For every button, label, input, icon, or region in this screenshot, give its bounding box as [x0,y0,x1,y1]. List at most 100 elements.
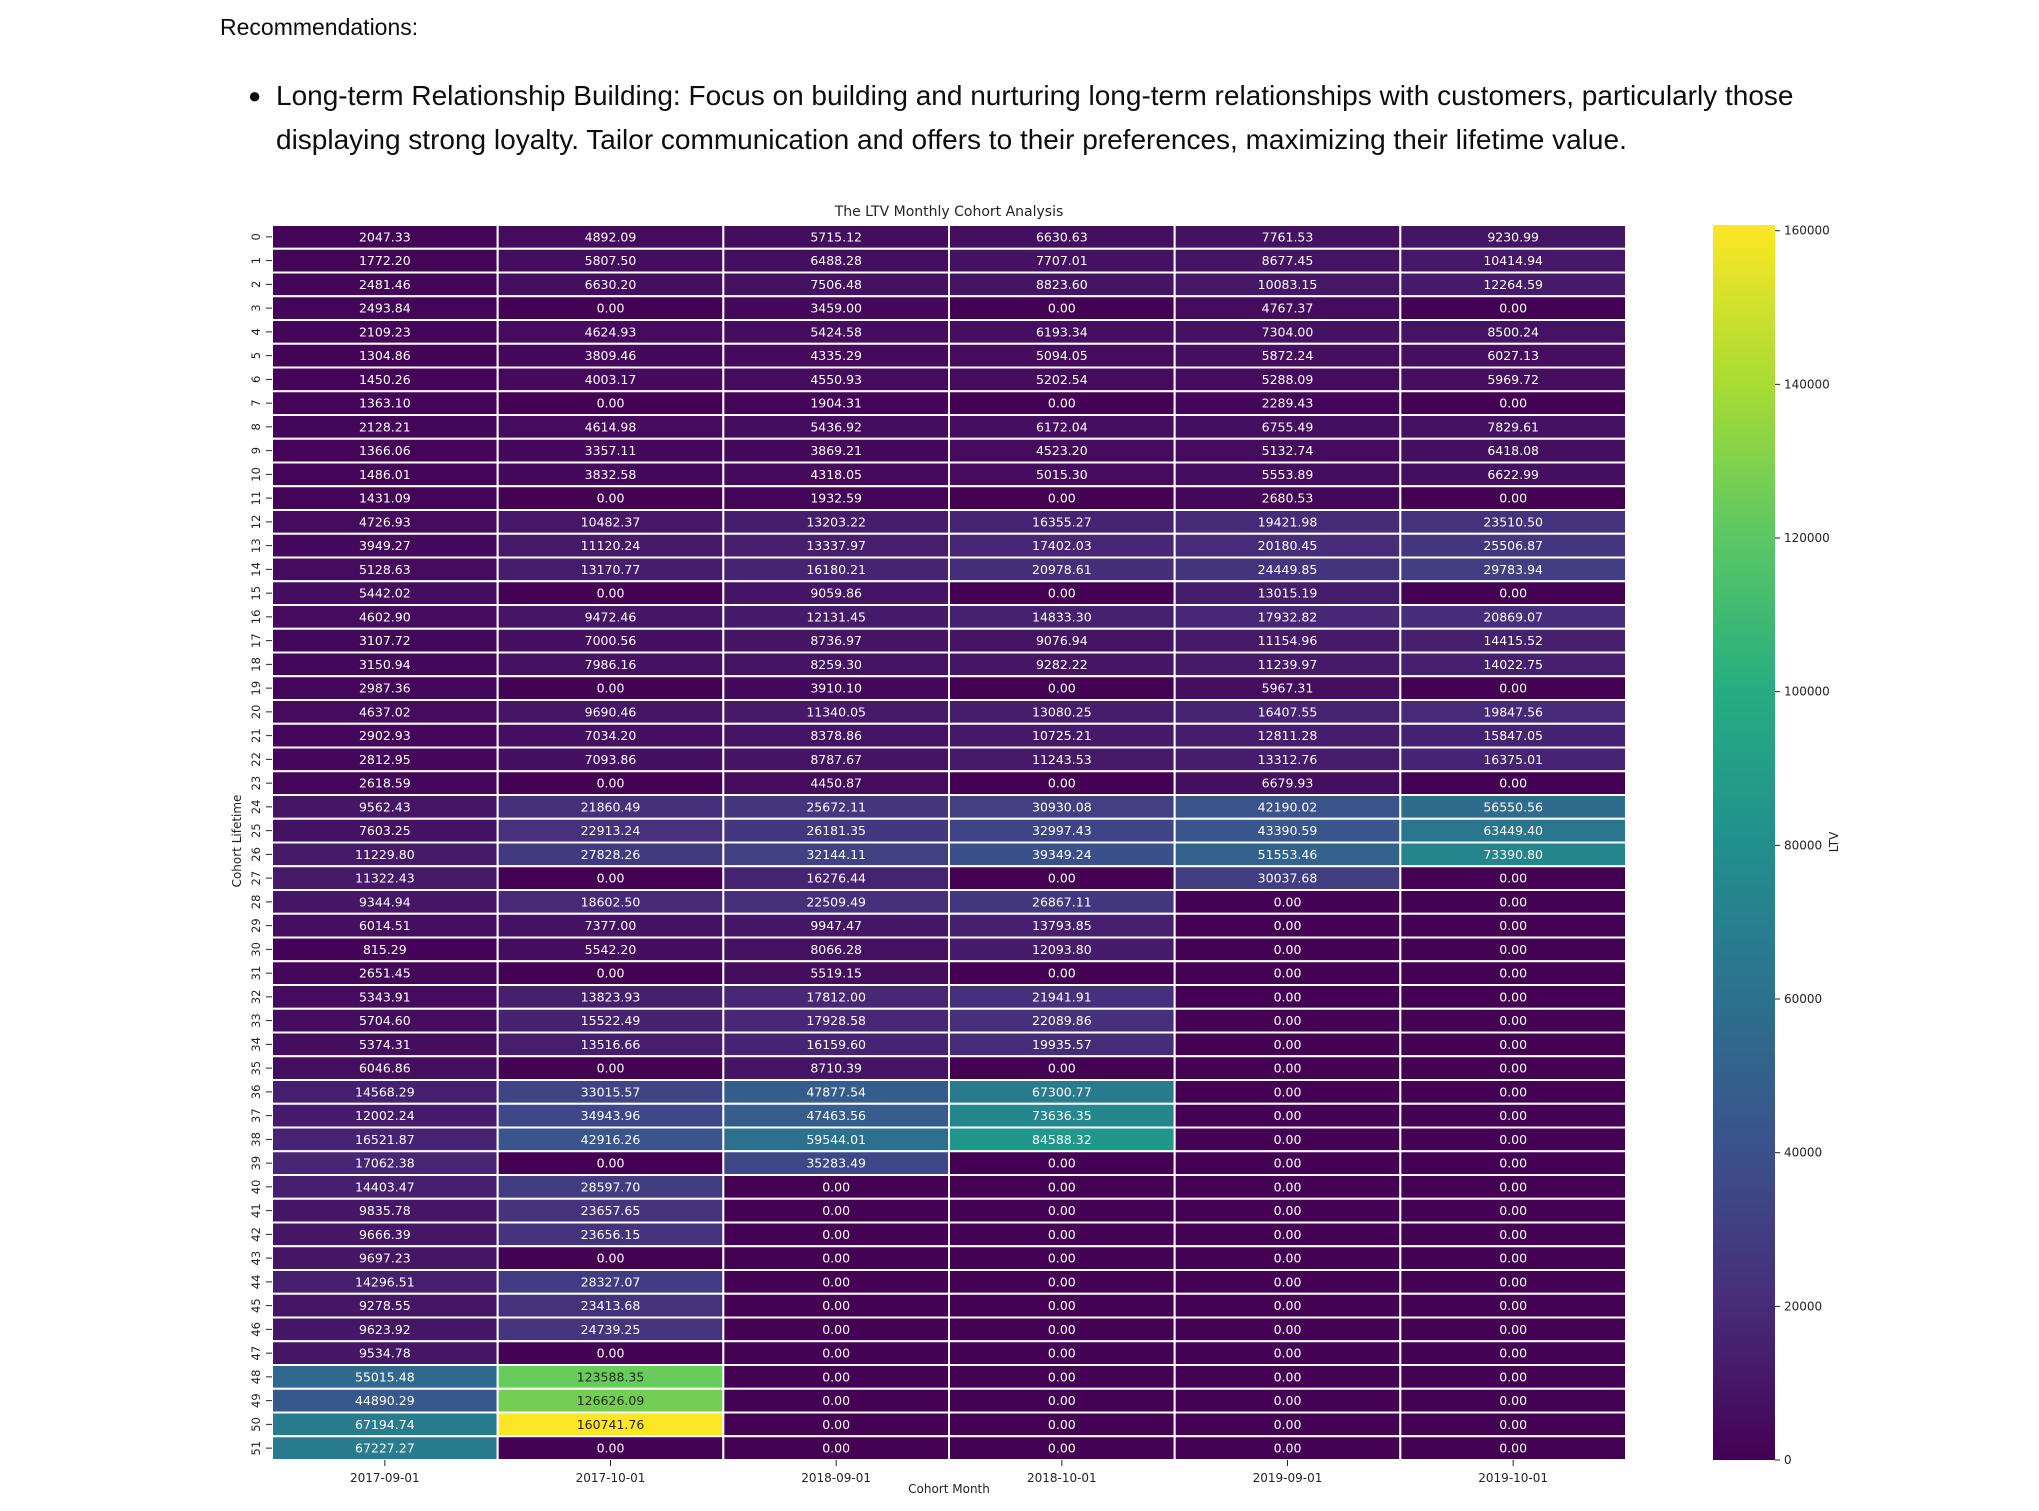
cell-value-label: 14296.51 [355,1274,415,1289]
cell-value-label: 0.00 [1499,871,1527,886]
cell-value-label: 1450.26 [359,372,411,387]
cell-value-label: 4892.09 [585,229,637,244]
cell-value-label: 6193.34 [1036,324,1088,339]
cell-value-label: 0.00 [1274,1417,1302,1432]
cell-value-label: 43390.59 [1258,823,1318,838]
colorbar-tick-label: 120000 [1784,531,1830,545]
cell-value-label: 24739.25 [581,1322,641,1337]
x-tick-label: 2018-10-01 [1027,1471,1097,1485]
cell-value-label: 26181.35 [806,823,866,838]
cell-value-label: 0.00 [822,1298,850,1313]
cell-value-label: 11340.05 [806,704,866,719]
y-tick-label: 27 [249,871,263,886]
cell-value-label: 32997.43 [1032,823,1092,838]
cell-value-label: 0.00 [1274,1369,1302,1384]
cell-value-label: 7829.61 [1487,419,1539,434]
y-tick-label: 15 [249,586,263,601]
cell-value-label: 12093.80 [1032,942,1092,957]
y-tick-label: 12 [249,515,263,530]
y-tick-label: 0 [249,233,263,240]
cell-value-label: 5967.31 [1262,681,1314,696]
cell-value-label: 4726.93 [359,514,411,529]
cell-value-label: 6172.04 [1036,419,1088,434]
cell-value-label: 0.00 [1499,776,1527,791]
heatmap-cell-labels: 2047.33 4892.09 5715.12 6630.63 7761.53 9230.… [355,229,1543,1455]
cell-value-label: 25672.11 [806,799,866,814]
cell-value-label: 0.00 [1048,1298,1076,1313]
cell-value-label: 0.00 [1499,942,1527,957]
cell-value-label: 0.00 [1048,1441,1076,1456]
cell-value-label: 0.00 [1499,1322,1527,1337]
cell-value-label: 2902.93 [359,728,411,743]
cell-value-label: 0.00 [597,586,625,601]
cell-value-label: 9623.92 [359,1322,411,1337]
cell-value-label: 12264.59 [1483,277,1543,292]
section-heading: Recommendations: [220,14,419,40]
cell-value-label: 10414.94 [1483,253,1543,268]
cell-value-label: 23510.50 [1483,514,1543,529]
cell-value-label: 7506.48 [810,277,862,292]
cell-value-label: 16375.01 [1483,752,1543,767]
y-tick-label: 51 [249,1441,263,1456]
cell-value-label: 6630.63 [1036,229,1088,244]
cell-value-label: 0.00 [1499,1203,1527,1218]
cell-value-label: 0.00 [1274,1156,1302,1171]
cell-value-label: 23657.65 [581,1203,641,1218]
cell-value-label: 5542.20 [585,942,637,957]
y-tick-label: 4 [249,328,263,335]
cell-value-label: 0.00 [1048,396,1076,411]
cell-value-label: 0.00 [1499,1061,1527,1076]
cell-value-label: 0.00 [1048,1369,1076,1384]
cell-value-label: 17932.82 [1258,609,1318,624]
y-tick-label: 17 [249,633,263,648]
cell-value-label: 7304.00 [1262,324,1314,339]
cell-value-label: 39349.24 [1032,847,1092,862]
cell-value-label: 0.00 [1499,1441,1527,1456]
cell-value-label: 11322.43 [355,871,415,886]
cell-value-label: 2651.45 [359,966,411,981]
cell-value-label: 35283.49 [806,1156,866,1171]
cell-value-label: 2109.23 [359,324,411,339]
cell-value-label: 6027.13 [1487,348,1539,363]
cell-value-label: 0.00 [1499,491,1527,506]
cell-value-label: 1366.06 [359,443,411,458]
cell-value-label: 0.00 [1274,1108,1302,1123]
y-tick-label: 33 [249,1013,263,1028]
cell-value-label: 0.00 [597,491,625,506]
cell-value-label: 2128.21 [359,419,411,434]
cell-value-label: 59544.01 [806,1132,866,1147]
cell-value-label: 0.00 [1499,1393,1527,1408]
cell-value-label: 4523.20 [1036,443,1088,458]
cell-value-label: 32144.11 [806,847,866,862]
chart-title: The LTV Monthly Cohort Analysis [834,204,1064,220]
cell-value-label: 19935.57 [1032,1037,1092,1052]
y-tick-label: 8 [249,423,263,430]
cell-value-label: 0.00 [597,396,625,411]
cell-value-label: 6622.99 [1487,467,1539,482]
cell-value-label: 9697.23 [359,1251,411,1266]
cell-value-label: 0.00 [822,1369,850,1384]
cell-value-label: 6755.49 [1262,419,1314,434]
cell-value-label: 0.00 [1274,942,1302,957]
cell-value-label: 2987.36 [359,681,411,696]
x-tick-label: 2019-09-01 [1253,1471,1323,1485]
cell-value-label: 5015.30 [1036,467,1088,482]
cell-value-label: 3809.46 [585,348,637,363]
cell-value-label: 4602.90 [359,609,411,624]
cell-value-label: 0.00 [597,1156,625,1171]
cell-value-label: 6046.86 [359,1061,411,1076]
cell-value-label: 20869.07 [1483,609,1543,624]
cell-value-label: 27828.26 [581,847,641,862]
cell-value-label: 11154.96 [1258,633,1318,648]
cell-value-label: 5872.24 [1262,348,1314,363]
cell-value-label: 0.00 [1274,989,1302,1004]
cell-value-label: 0.00 [1274,894,1302,909]
cell-value-label: 73390.80 [1483,847,1543,862]
cell-value-label: 6630.20 [585,277,637,292]
cell-value-label: 9562.43 [359,799,411,814]
cell-value-label: 0.00 [1499,1013,1527,1028]
cell-value-label: 6014.51 [359,918,411,933]
cell-value-label: 11243.53 [1032,752,1092,767]
cell-value-label: 47463.56 [806,1108,866,1123]
